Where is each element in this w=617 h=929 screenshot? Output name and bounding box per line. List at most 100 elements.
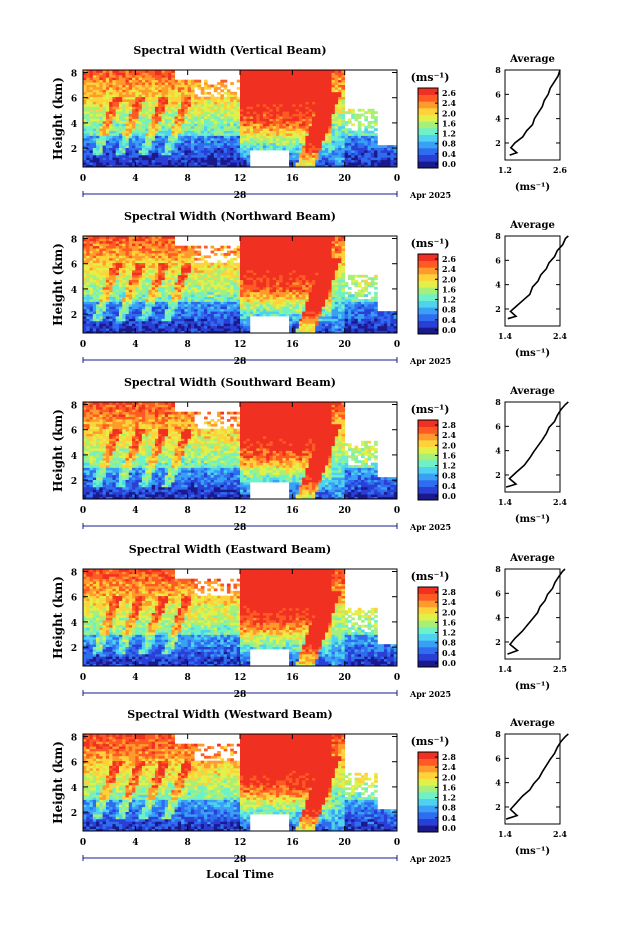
heatmap-cell xyxy=(368,131,372,134)
heatmap-cell xyxy=(122,255,126,258)
heatmap-cell xyxy=(132,150,136,153)
heatmap-cell xyxy=(148,241,152,244)
heatmap-cell xyxy=(142,263,146,266)
heatmap-cell xyxy=(168,309,172,312)
heatmap-cell xyxy=(171,126,175,129)
heatmap-cell xyxy=(139,157,143,160)
heatmap-cell xyxy=(142,275,146,278)
heatmap-cell xyxy=(129,289,133,292)
heatmap-cell xyxy=(119,304,123,307)
heatmap-cell xyxy=(139,253,143,256)
heatmap-cell xyxy=(286,138,290,141)
heatmap-cell xyxy=(165,97,169,100)
heatmap-cell xyxy=(319,111,323,114)
heatmap-cell xyxy=(338,87,342,90)
heatmap-cell xyxy=(240,111,244,114)
heatmap-cell xyxy=(93,123,97,126)
heatmap-cell xyxy=(260,121,264,124)
heatmap-cell xyxy=(253,109,257,112)
heatmap-cell xyxy=(171,121,175,124)
heatmap-cell xyxy=(224,301,228,304)
heatmap-cell xyxy=(204,148,208,151)
heatmap-cell xyxy=(201,114,205,117)
heatmap-cell xyxy=(286,128,290,131)
heatmap-cell xyxy=(155,285,159,288)
heatmap-cell xyxy=(109,140,113,143)
heatmap-cell xyxy=(224,99,228,102)
heatmap-cell xyxy=(181,309,185,312)
heatmap-cell xyxy=(158,160,162,163)
heatmap-cell xyxy=(162,238,166,241)
heatmap-cell xyxy=(86,119,90,122)
heatmap-cell xyxy=(247,72,251,75)
heatmap-cell xyxy=(168,104,172,107)
heatmap-cell xyxy=(165,253,169,256)
heatmap-cell xyxy=(129,318,133,321)
average-x-unit: (ms⁻¹) xyxy=(515,182,550,193)
heatmap-cell xyxy=(296,106,300,109)
heatmap-cell xyxy=(142,77,146,80)
heatmap-cell xyxy=(276,75,280,78)
heatmap-cell xyxy=(155,123,159,126)
heatmap-cell xyxy=(214,285,218,288)
heatmap-cell xyxy=(220,133,224,136)
heatmap-cell xyxy=(217,272,221,275)
heatmap-cell xyxy=(168,301,172,304)
heatmap-cell xyxy=(188,135,192,138)
heatmap-cell xyxy=(145,263,149,266)
heatmap-cell xyxy=(217,282,221,285)
heatmap-cell xyxy=(361,140,365,143)
heatmap-cell xyxy=(99,255,103,258)
heatmap-cell xyxy=(139,119,143,122)
heatmap-cell xyxy=(276,85,280,88)
heatmap-cell xyxy=(191,131,195,134)
heatmap-cell xyxy=(119,89,123,92)
heatmap-cell xyxy=(194,328,198,331)
heatmap-cell xyxy=(142,121,146,124)
heatmap-cell xyxy=(129,301,133,304)
heatmap-cell xyxy=(237,111,241,114)
heatmap-cell xyxy=(135,72,139,75)
heatmap-cell xyxy=(289,126,293,129)
heatmap-cell xyxy=(178,311,182,314)
heatmap-cell xyxy=(106,80,110,83)
heatmap-cell xyxy=(322,133,326,136)
heatmap-cell xyxy=(106,140,110,143)
heatmap-cell xyxy=(162,155,166,158)
heatmap-cell xyxy=(129,309,133,312)
heatmap-cell xyxy=(217,121,221,124)
heatmap-cell xyxy=(171,87,175,90)
heatmap-cell xyxy=(328,92,332,95)
heatmap-cell xyxy=(152,133,156,136)
heatmap-cell xyxy=(155,277,159,280)
heatmap-cell xyxy=(139,97,143,100)
heatmap-cell xyxy=(168,282,172,285)
heatmap-cell xyxy=(214,282,218,285)
heatmap-cell xyxy=(299,157,303,160)
heatmap-cell xyxy=(194,285,198,288)
heatmap-cell xyxy=(99,145,103,148)
heatmap-cell xyxy=(126,277,130,280)
heatmap-cell xyxy=(227,299,231,302)
heatmap-cell xyxy=(322,89,326,92)
heatmap-cell xyxy=(332,89,336,92)
heatmap-cell xyxy=(158,72,162,75)
heatmap-cell xyxy=(135,248,139,251)
heatmap-cell xyxy=(243,85,247,88)
heatmap-cell xyxy=(243,111,247,114)
heatmap-cell xyxy=(158,133,162,136)
heatmap-cell xyxy=(230,138,234,141)
heatmap-cell xyxy=(250,133,254,136)
heatmap-cell xyxy=(126,263,130,266)
heatmap-cell xyxy=(230,157,234,160)
heatmap-cell xyxy=(305,89,309,92)
heatmap-cell xyxy=(201,148,205,151)
heatmap-cell xyxy=(93,268,97,271)
heatmap-cell xyxy=(328,119,332,122)
heatmap-cell xyxy=(191,270,195,273)
heatmap-cell xyxy=(191,138,195,141)
heatmap-cell xyxy=(204,318,208,321)
heatmap-cell xyxy=(207,299,211,302)
heatmap-cell xyxy=(171,111,175,114)
heatmap-cell xyxy=(171,85,175,88)
